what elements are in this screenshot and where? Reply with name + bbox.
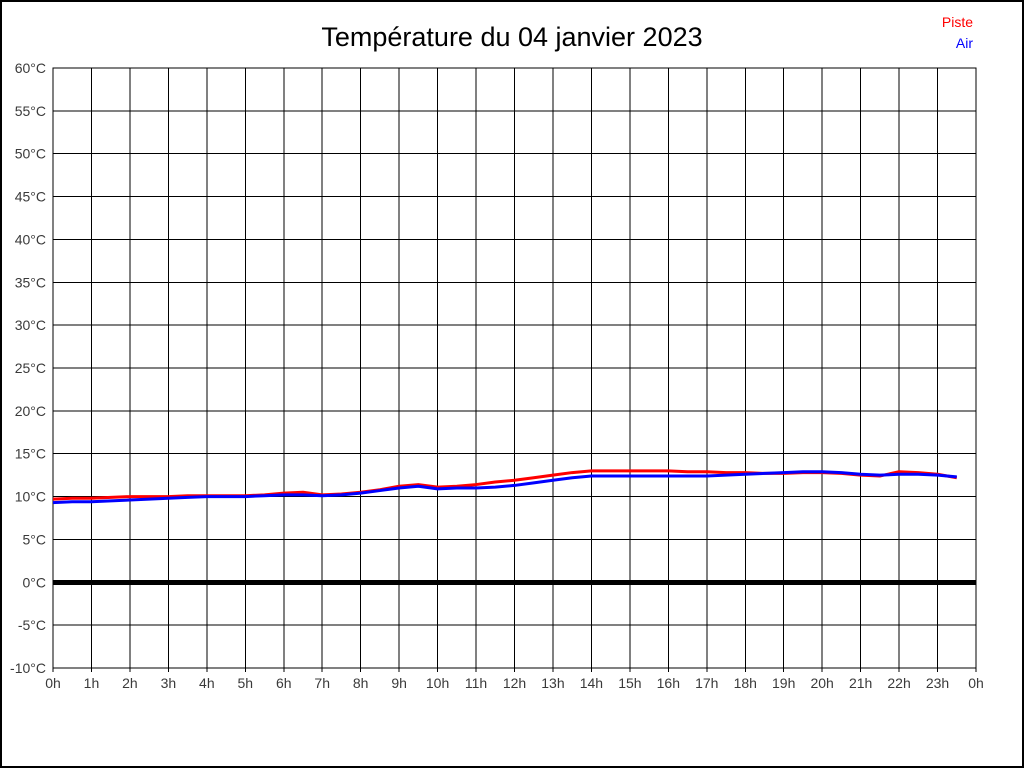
x-tick-label: 5h (238, 675, 254, 691)
y-tick-label: -10°C (10, 660, 46, 676)
x-tick-label: 19h (772, 675, 795, 691)
x-tick-label: 14h (580, 675, 603, 691)
x-tick-label: 21h (849, 675, 872, 691)
series-lines (52, 469, 958, 505)
x-tick-label: 6h (276, 675, 292, 691)
y-tick-label: 5°C (23, 531, 47, 547)
x-tick-label: 7h (314, 675, 330, 691)
y-tick-label: 10°C (15, 489, 46, 505)
y-tick-label: 30°C (15, 317, 46, 333)
x-tick-label: 0h (968, 675, 984, 691)
x-tick-label: 17h (695, 675, 718, 691)
x-tick-label: 18h (734, 675, 757, 691)
y-tick-label: 35°C (15, 274, 46, 290)
y-tick-label: 55°C (15, 103, 46, 119)
x-tick-label: 23h (926, 675, 949, 691)
y-tick-label: 45°C (15, 189, 46, 205)
x-tick-label: 9h (391, 675, 407, 691)
x-tick-label: 11h (465, 675, 487, 691)
legend-entry-air: Air (955, 35, 973, 51)
y-tick-label: 50°C (15, 146, 46, 162)
x-tick-label: 3h (161, 675, 177, 691)
x-tick-label: 15h (618, 675, 641, 691)
x-tick-label: 12h (503, 675, 526, 691)
y-tick-label: 60°C (15, 60, 46, 76)
legend-entry-piste: Piste (941, 14, 973, 30)
y-tick-label: 15°C (15, 446, 46, 462)
x-tick-label: 13h (541, 675, 564, 691)
series-line-air (52, 470, 957, 505)
y-tick-label: -5°C (18, 617, 46, 633)
y-tick-label: 0°C (23, 574, 47, 590)
plot-border (52, 67, 977, 669)
x-tick-label: 10h (426, 675, 449, 691)
axis-tick-labels: 60°C 55°C 50°C 45°C 40°C 35°C 30°C 25°C 20°C 15°C… (10, 60, 984, 691)
x-tick-label: 20h (810, 675, 833, 691)
chart-title: Température du 04 janvier 2023 (321, 22, 703, 52)
x-tick-label: 4h (199, 675, 215, 691)
x-tick-label: 16h (657, 675, 680, 691)
x-tick-label: 1h (84, 675, 100, 691)
y-tick-label: 25°C (15, 360, 46, 376)
chart-legend: Piste Air (942, 12, 973, 54)
y-tick-label: 20°C (15, 403, 46, 419)
x-tick-label: 22h (887, 675, 910, 691)
grid-lines (52, 67, 977, 672)
y-tick-label: 40°C (15, 231, 46, 247)
x-tick-label: 8h (353, 675, 369, 691)
x-tick-label: 2h (122, 675, 138, 691)
x-tick-label: 0h (45, 675, 61, 691)
